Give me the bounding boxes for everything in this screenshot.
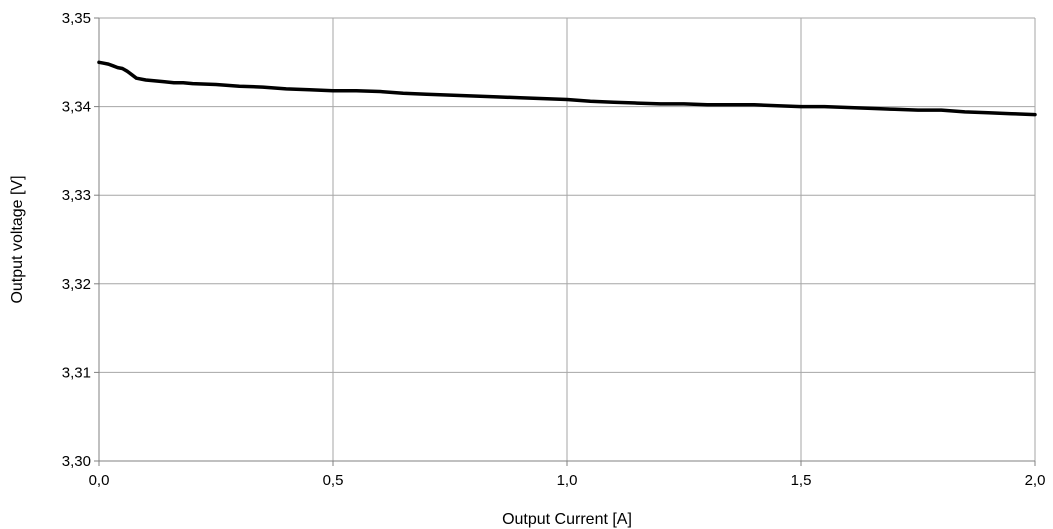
x-tick-label: 1,0 (557, 472, 578, 489)
y-tick-label: 3,30 (62, 453, 91, 470)
y-tick-label: 3,33 (62, 187, 91, 204)
x-tick-label: 2,0 (1025, 472, 1046, 489)
x-tick-label: 0,0 (89, 472, 110, 489)
y-tick-labels: 3,30 3,31 3,32 3,33 3,34 3,35 (62, 10, 91, 470)
x-tick-label: 0,5 (323, 472, 344, 489)
y-tick-label: 3,31 (62, 364, 91, 381)
x-tick-label: 1,5 (791, 472, 812, 489)
y-tick-label: 3,35 (62, 10, 91, 27)
series-line (97, 60, 1037, 117)
axes (98, 18, 1035, 462)
x-axis-title: Output Current [A] (502, 511, 632, 528)
y-axis-title: Output voltage [V] (9, 175, 26, 303)
x-tick-labels: 0,0 0,5 1,0 1,5 2,0 (89, 472, 1046, 489)
y-tick-label: 3,32 (62, 276, 91, 293)
series-layer (97, 60, 1037, 117)
y-tick-label: 3,34 (62, 99, 91, 116)
